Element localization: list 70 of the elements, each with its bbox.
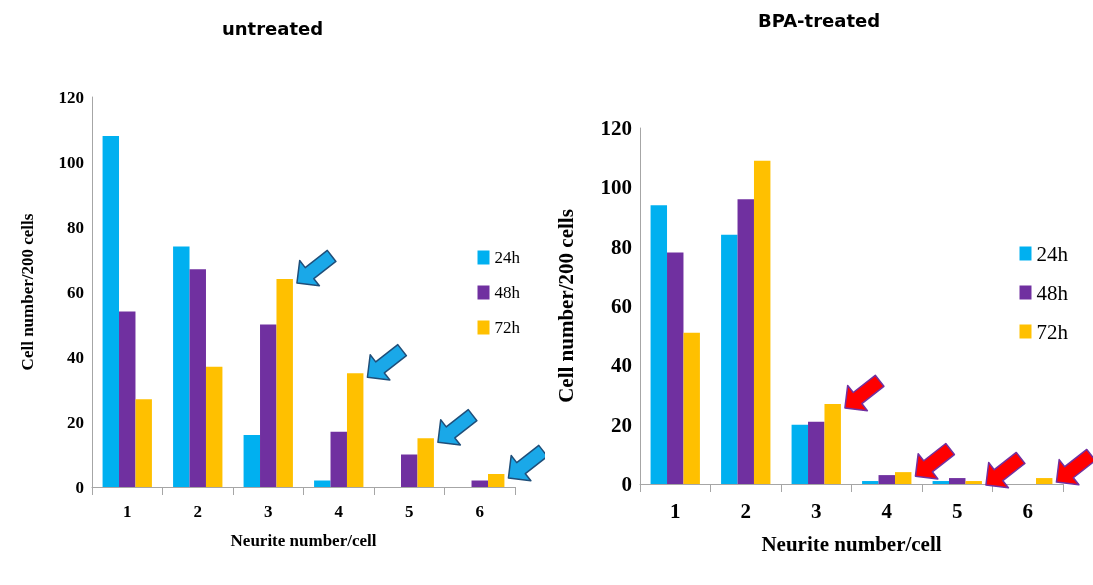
x-axis-title: Neurite number/cell — [230, 531, 377, 550]
bar — [189, 269, 206, 487]
bar — [417, 438, 434, 487]
x-tick-label: 4 — [334, 502, 344, 521]
x-tick-label: 1 — [123, 502, 132, 521]
bar — [102, 136, 120, 487]
y-tick-label: 100 — [58, 152, 84, 172]
bar — [683, 332, 700, 484]
bar — [173, 246, 190, 487]
y-tick-label: 20 — [67, 412, 84, 432]
bar — [1035, 478, 1053, 484]
bar — [894, 472, 912, 484]
x-axis-title: Neurite number/cell — [761, 531, 942, 556]
bar — [721, 234, 738, 484]
bar — [487, 474, 505, 487]
bar — [119, 311, 136, 487]
bar — [878, 475, 895, 484]
legend-label: 72h — [494, 318, 521, 337]
y-axis-title: Cell number/200 cells — [553, 209, 578, 403]
bar — [205, 366, 223, 487]
bar — [314, 480, 331, 487]
x-tick-label: 6 — [1022, 498, 1033, 523]
y-tick-label: 60 — [67, 282, 84, 302]
x-tick-label: 3 — [811, 498, 822, 523]
legend-label: 48h — [1036, 280, 1069, 305]
bar — [135, 399, 152, 487]
y-tick-label: 120 — [600, 116, 632, 140]
x-tick-label: 5 — [405, 502, 414, 521]
bar — [753, 160, 771, 484]
bar — [791, 424, 809, 484]
y-tick-label: 40 — [611, 353, 632, 378]
x-tick-label: 2 — [193, 502, 202, 521]
bar — [471, 480, 488, 487]
legend-label: 24h — [1036, 241, 1069, 266]
y-tick-label: 80 — [67, 217, 84, 237]
y-tick-label: 0 — [75, 477, 84, 497]
bar — [243, 435, 261, 487]
bar — [667, 252, 684, 484]
x-tick-label: 5 — [952, 498, 963, 523]
bar — [949, 478, 966, 484]
bar — [932, 481, 950, 484]
legend-label: 72h — [1036, 319, 1069, 344]
bar — [276, 279, 293, 487]
bar — [824, 403, 841, 484]
y-tick-label: 0 — [621, 472, 632, 496]
y-tick-label: 120 — [58, 87, 84, 107]
bar — [808, 421, 825, 484]
bar — [260, 324, 277, 487]
legend-label: 48h — [494, 283, 521, 302]
y-axis-title: Cell number/200 cells — [18, 213, 37, 371]
x-tick-label: 1 — [670, 498, 681, 523]
legend-label: 24h — [494, 248, 521, 267]
bar — [401, 454, 418, 487]
y-tick-label: 80 — [611, 234, 632, 259]
x-tick-label: 2 — [740, 498, 751, 523]
y-tick-label: 100 — [600, 175, 632, 200]
chart-title: untreated — [221, 17, 324, 39]
x-tick-label: 6 — [475, 502, 484, 521]
bar — [737, 199, 754, 484]
bar — [330, 431, 347, 487]
x-tick-label: 3 — [264, 502, 273, 521]
bar — [862, 481, 879, 484]
x-tick-label: 4 — [881, 498, 893, 523]
chart-title: BPA-treated — [757, 9, 881, 31]
bar — [346, 373, 364, 487]
y-tick-label: 20 — [611, 412, 632, 437]
bar — [650, 205, 668, 484]
y-tick-label: 40 — [67, 347, 84, 367]
y-tick-label: 60 — [611, 294, 632, 318]
bar — [965, 481, 982, 484]
